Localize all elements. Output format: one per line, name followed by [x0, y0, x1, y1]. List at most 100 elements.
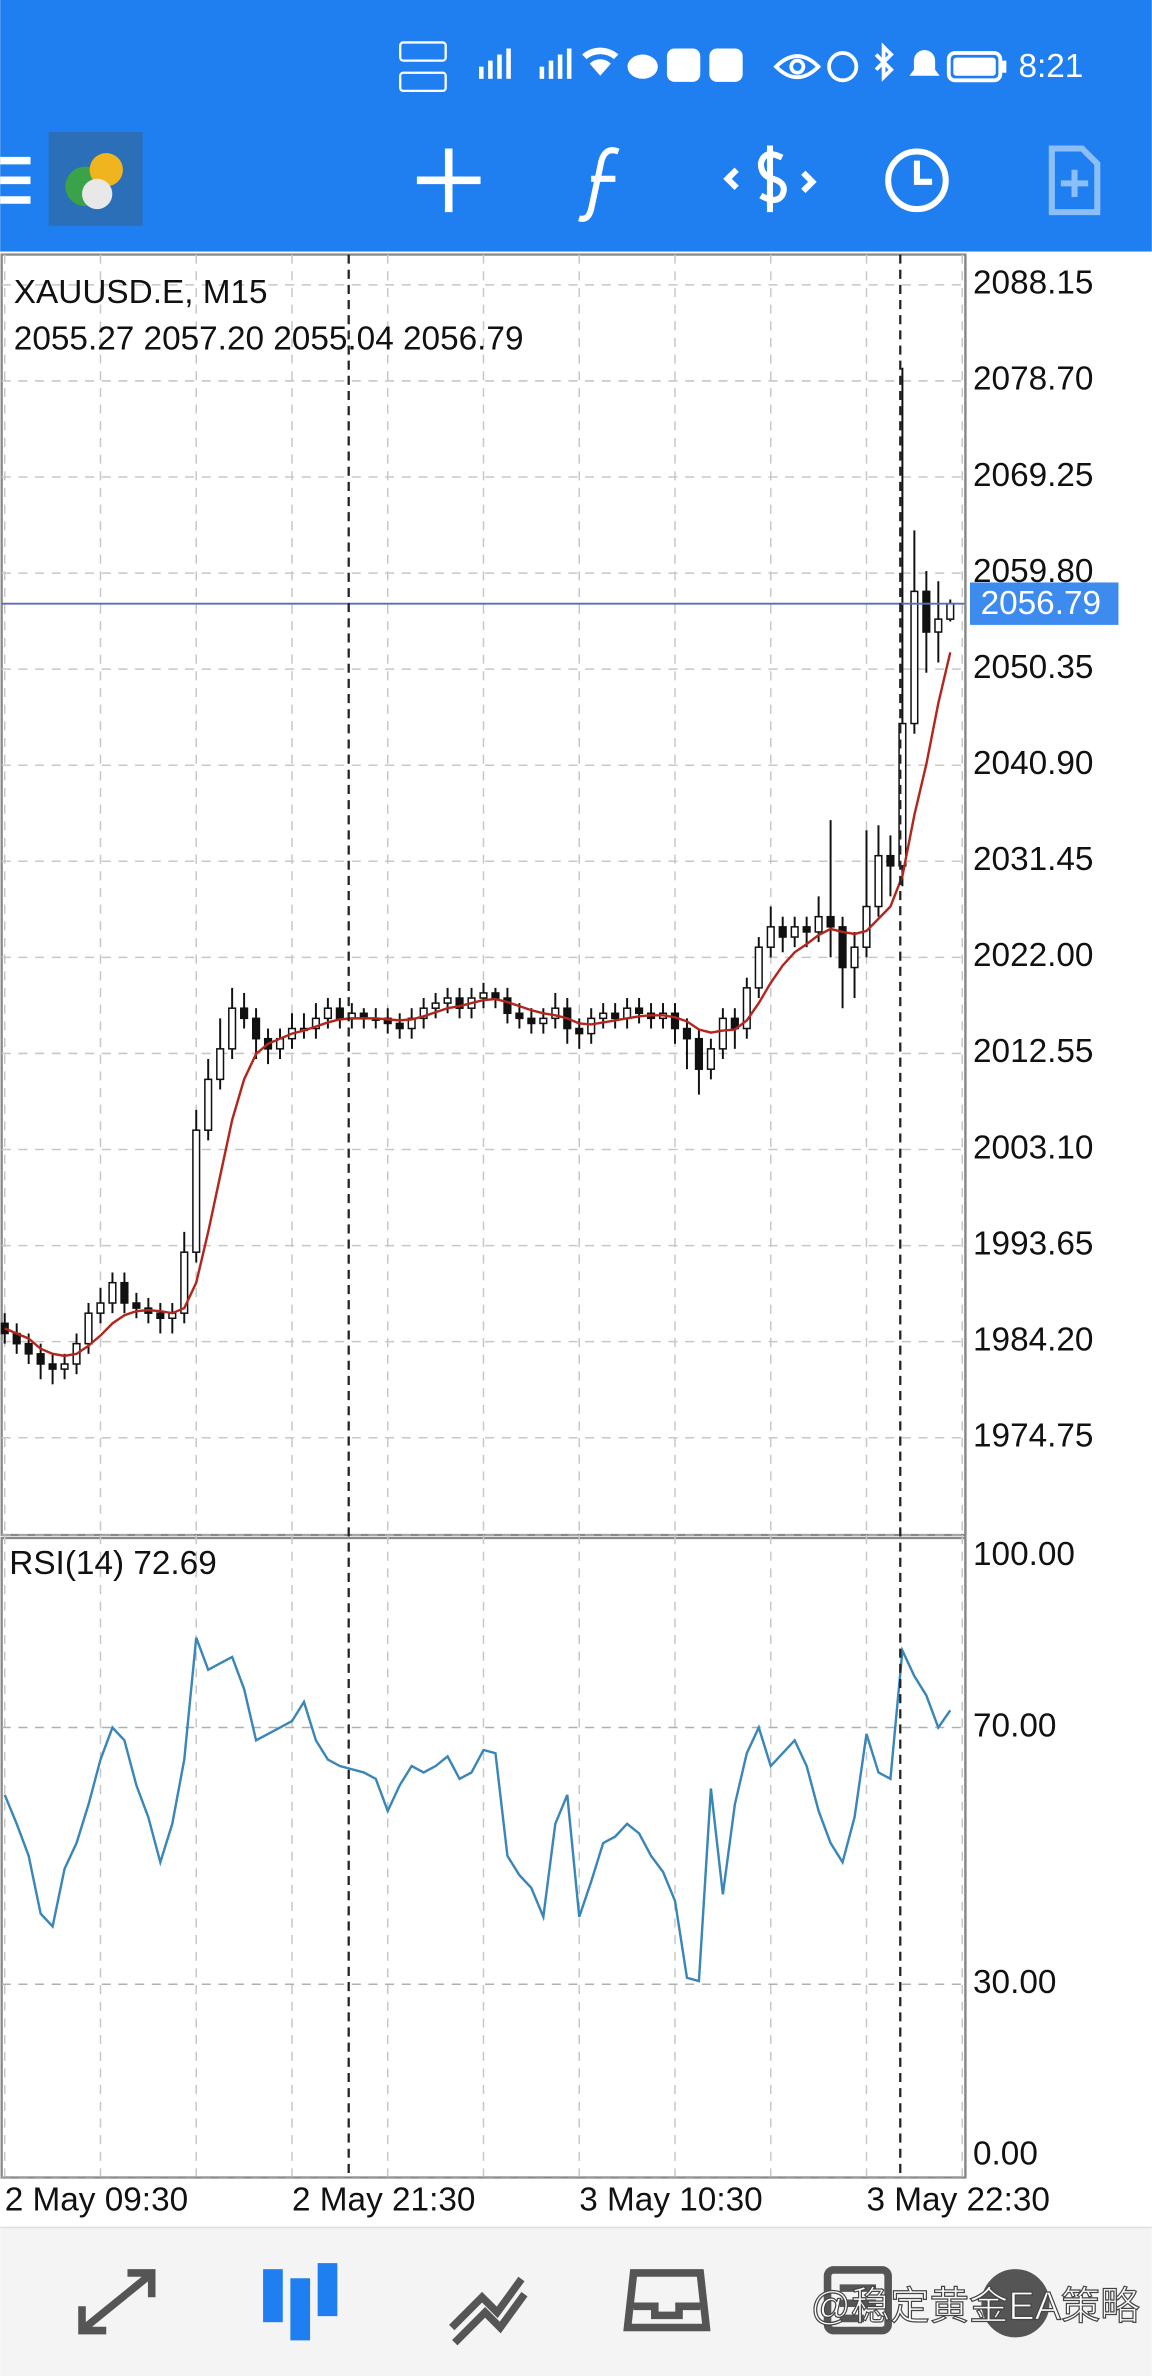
top-bar [0, 0, 1152, 252]
y-tick-label: 2031.45 [973, 841, 1093, 878]
candle-body [311, 1017, 321, 1030]
candle-body [431, 1002, 440, 1009]
candle-body [922, 590, 931, 633]
y-tick-label: 1984.20 [973, 1321, 1093, 1358]
candle-body [718, 1017, 727, 1050]
candle-body [910, 590, 919, 725]
labels: 2088.152078.702069.252059.802050.352040.… [5, 254, 1119, 2219]
bottom-nav [0, 2227, 1152, 2376]
candle-body [479, 992, 488, 999]
candle-body [251, 1017, 261, 1040]
y-tick-label: 30.00 [973, 1964, 1056, 2001]
candle-body [96, 1302, 105, 1314]
candle-body [503, 997, 512, 1015]
y-tick-label: 2012.55 [973, 1033, 1093, 1070]
rsi-title: RSI(14) 72.69 [9, 1545, 217, 1582]
x-tick-label: 2 May 09:30 [5, 2182, 188, 2219]
candle-body [611, 1012, 620, 1020]
y-tick-label: 70.00 [973, 1707, 1056, 1744]
candle-body [527, 1017, 536, 1025]
candle-body [670, 1012, 680, 1030]
ohlc-info: 2055.27 2057.20 2055.04 2056.79 [14, 321, 524, 358]
app-icon[interactable] [48, 131, 143, 226]
y-tick-label: 0.00 [973, 2135, 1038, 2172]
indicators-button[interactable] [578, 147, 620, 222]
trade-button[interactable] [723, 145, 817, 213]
candle-body [551, 1007, 560, 1020]
candle-body [682, 1027, 692, 1040]
current-price-box [969, 582, 1119, 625]
clock: 8:21 [1018, 48, 1083, 85]
x-tick-label: 3 May 22:30 [866, 2182, 1049, 2219]
chart-title: XAUUSD.E, M15 [14, 274, 268, 311]
candle-body [706, 1048, 715, 1070]
candle-body [778, 926, 787, 938]
quotes-tab[interactable] [78, 2269, 156, 2335]
candle-body [826, 915, 835, 928]
candle-body [539, 1017, 548, 1025]
y-tick-label: 2003.10 [973, 1129, 1093, 1166]
candle-body [36, 1353, 45, 1365]
toolbar [0, 131, 1101, 226]
candle-body [587, 1017, 596, 1035]
period-button[interactable] [885, 148, 949, 213]
history-tab[interactable] [623, 2269, 711, 2332]
rsi-line [3, 1637, 952, 1983]
candle-body [24, 1342, 33, 1355]
candle-body [108, 1281, 117, 1304]
candle-body [419, 1007, 428, 1020]
settings-tab[interactable] [981, 2269, 1050, 2338]
candle-body [204, 1078, 213, 1131]
candle-body [228, 1007, 237, 1050]
candle-body [84, 1312, 93, 1345]
y-tick-label: 2069.25 [973, 457, 1093, 494]
candle-body [886, 854, 895, 867]
candle-body [515, 1012, 524, 1020]
candle-body [790, 926, 799, 938]
candle-body [48, 1363, 57, 1370]
candle-body [395, 1022, 404, 1030]
candle-body [874, 854, 883, 908]
candle-body [766, 926, 775, 948]
y-tick-label: 2040.90 [973, 745, 1093, 782]
crosshair-button[interactable] [416, 148, 481, 213]
candle-body [694, 1037, 704, 1070]
grid [1, 254, 966, 2178]
current-price-label: 2056.79 [981, 585, 1101, 622]
y-tick-label: 2078.70 [973, 361, 1093, 398]
candle-body [898, 722, 907, 867]
watermark: @稳定黄金EA策略 [811, 2285, 1140, 2329]
candle-body [216, 1048, 225, 1081]
candle-body [0, 1322, 9, 1335]
candle-body [156, 1312, 165, 1320]
candle-body [599, 1012, 608, 1020]
news-tab[interactable] [823, 2266, 892, 2335]
candle-body [455, 997, 464, 1009]
candle-body [754, 946, 763, 989]
candle-body [575, 1027, 584, 1035]
moving-average [4, 652, 952, 1358]
y-tick-label: 1974.75 [973, 1418, 1093, 1455]
chart-tab[interactable] [263, 2263, 338, 2341]
menu-button[interactable] [0, 156, 31, 204]
candle-body [120, 1281, 129, 1304]
candle-body [838, 926, 847, 969]
candle-body [443, 997, 452, 1004]
candle-body [132, 1302, 141, 1309]
y-tick-label: 1993.65 [973, 1225, 1093, 1262]
y-tick-label: 100.00 [973, 1536, 1075, 1573]
candle-body [192, 1129, 201, 1253]
candle-body [335, 1007, 344, 1020]
new-button[interactable] [1048, 145, 1101, 216]
candle-body [240, 1007, 249, 1020]
x-tick-label: 2 May 21:30 [292, 2182, 475, 2219]
candle-body [742, 987, 751, 1030]
candle-body [180, 1251, 189, 1314]
candle-body [814, 915, 823, 933]
candle-body [323, 1007, 332, 1020]
trade-tab[interactable] [449, 2276, 528, 2346]
candle-body [934, 618, 943, 633]
